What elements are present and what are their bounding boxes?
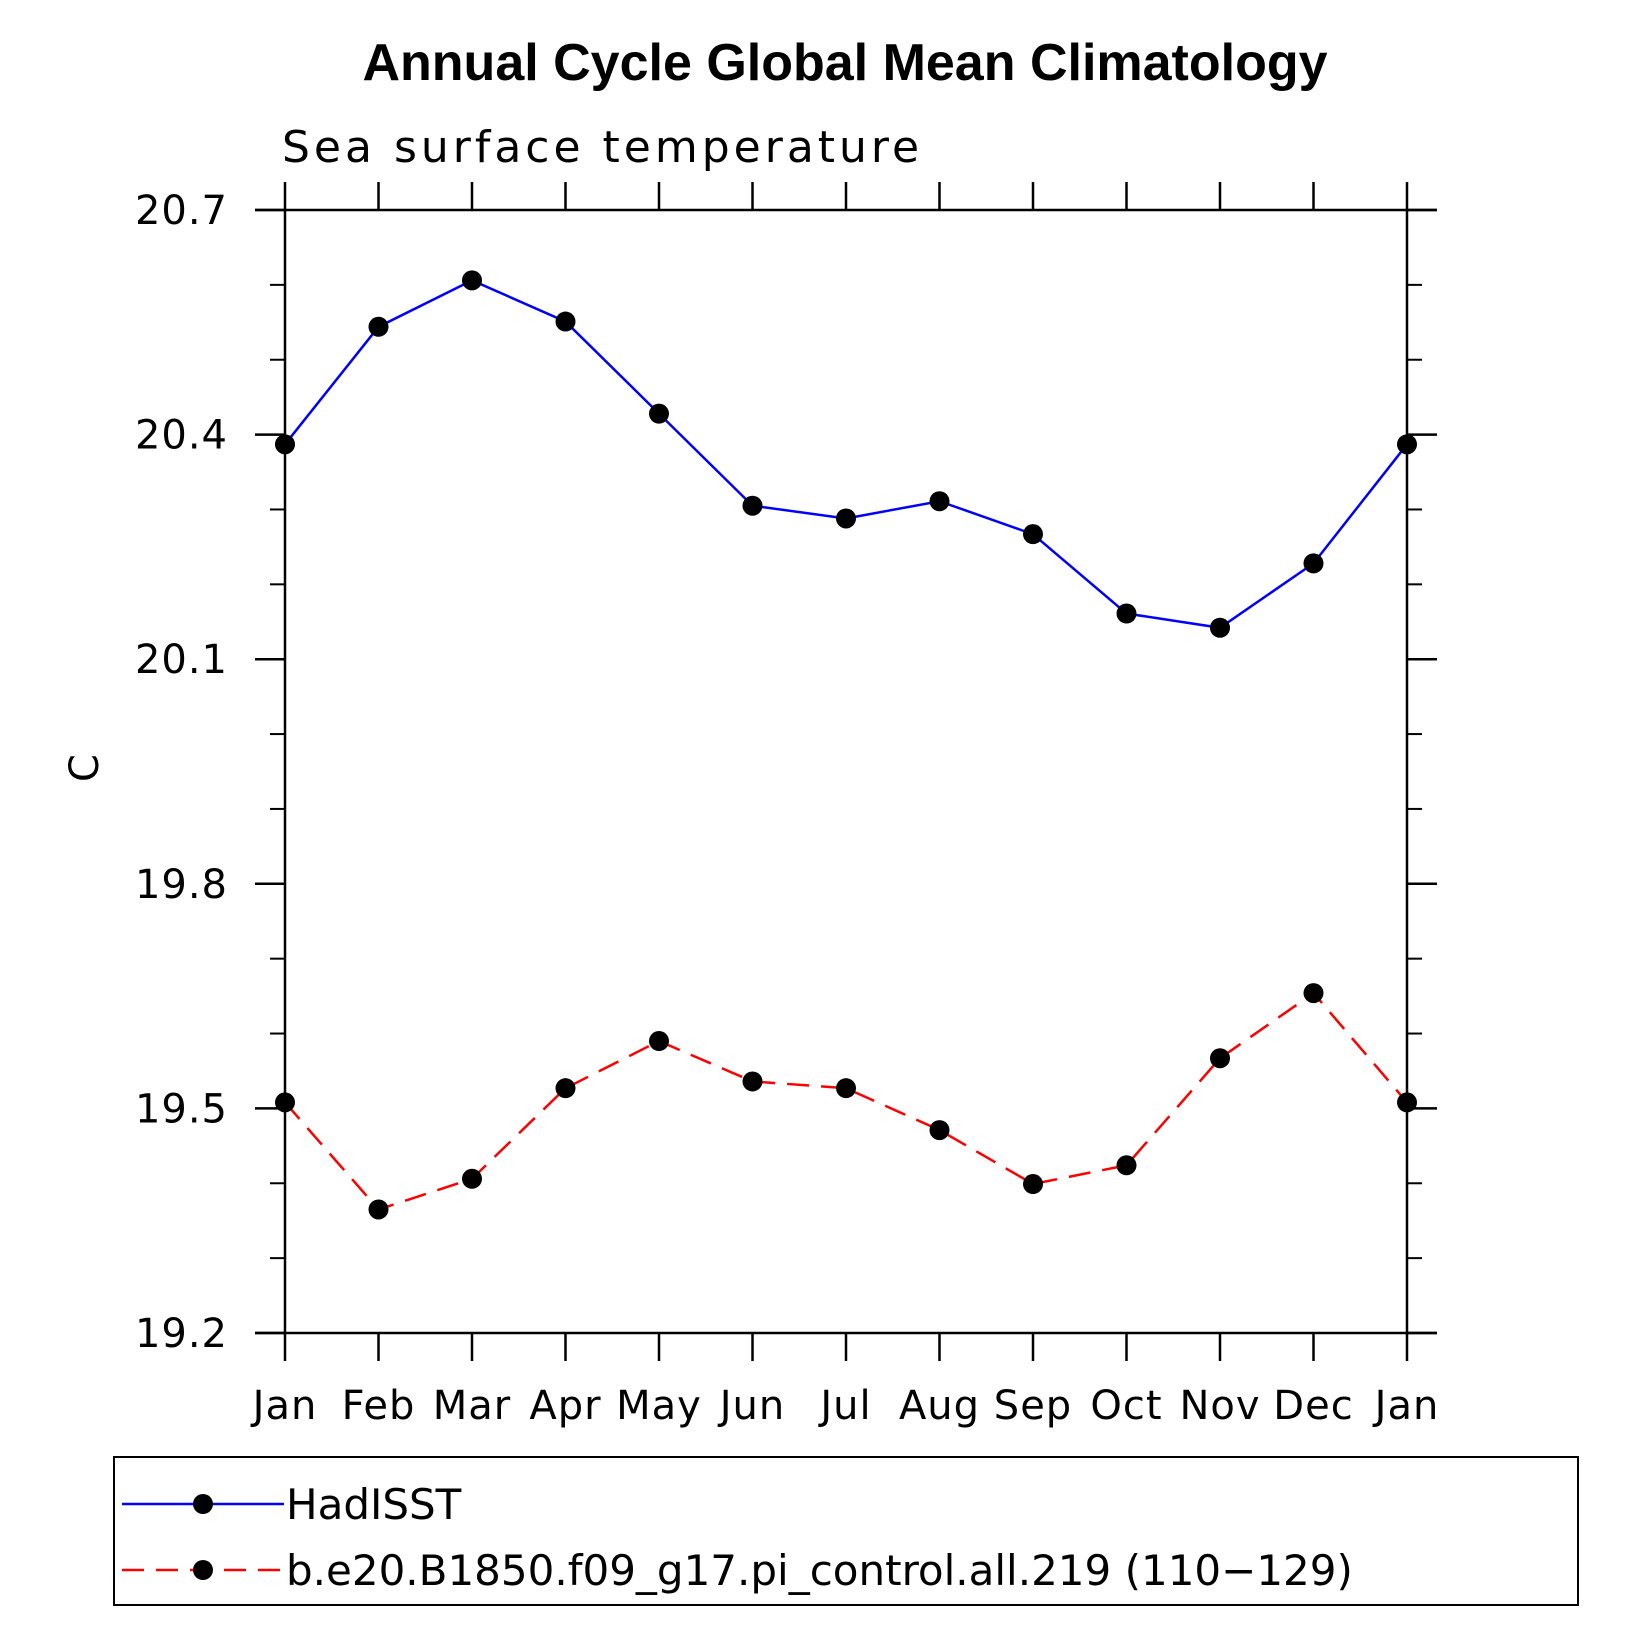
series-2-point: [275, 1092, 295, 1113]
series-1-point: [1397, 434, 1417, 455]
y-tick-label: 19.8: [135, 862, 228, 908]
x-tick-label: Jan: [250, 1383, 318, 1429]
series-2-point: [1303, 983, 1324, 1004]
x-tick-label: Jan: [1372, 1383, 1440, 1429]
x-tick-label: Nov: [1179, 1383, 1260, 1429]
x-tick-label: Jun: [717, 1383, 786, 1429]
x-tick-label: Feb: [342, 1383, 416, 1429]
series-1-point: [1303, 553, 1324, 574]
series-2-point: [1116, 1155, 1137, 1176]
series-1-point: [368, 316, 389, 337]
series-2-point: [836, 1078, 856, 1099]
y-tick-label: 19.2: [135, 1311, 228, 1357]
series-2-point: [555, 1078, 576, 1099]
legend-marker-2: [193, 1560, 213, 1580]
series-1-point: [649, 403, 669, 424]
series-2-point: [742, 1071, 763, 1092]
legend: HadISST b.e20.B1850.f09_g17.pi_control.al…: [113, 1456, 1579, 1606]
series-layer: [275, 270, 1417, 1220]
series-1-point: [1023, 524, 1043, 545]
x-tick-label: May: [616, 1383, 702, 1429]
series-2-point: [649, 1031, 669, 1052]
axes: 19.2 19.5 19.8 20.1 20.4 20.7 Jan Feb Mar Apr May J…: [135, 182, 1440, 1429]
x-tick-label: Jul: [817, 1383, 871, 1429]
series-1-point: [1210, 617, 1230, 638]
legend-marker-1: [193, 1494, 213, 1514]
x-tick-label: Aug: [899, 1383, 980, 1429]
series-2-point: [1023, 1174, 1043, 1195]
x-tick-label: Sep: [994, 1383, 1072, 1429]
series-2-point: [1397, 1092, 1417, 1113]
legend-label-1: HadISST: [286, 1480, 462, 1529]
legend-label-2: b.e20.B1850.f09_g17.pi_control.all.219 (…: [286, 1546, 1353, 1595]
series-1-point: [1116, 603, 1137, 624]
series-1-point: [742, 495, 763, 516]
series-1-point: [275, 434, 295, 455]
series-2-point: [462, 1168, 482, 1189]
y-tick-label: 20.1: [135, 637, 228, 683]
y-tick-label: 20.7: [135, 188, 228, 234]
x-tick-label: Dec: [1273, 1383, 1353, 1429]
series-1-point: [929, 491, 950, 512]
chart-subtitle: Sea surface temperature: [282, 122, 923, 173]
series-1-point: [462, 270, 482, 291]
x-tick-label: Mar: [433, 1383, 511, 1429]
chart-title: Annual Cycle Global Mean Climatology: [362, 34, 1327, 92]
y-axis-label: C: [62, 754, 108, 782]
series-1-point: [555, 311, 576, 332]
legend-box: [113, 1456, 1579, 1606]
y-tick-label: 20.4: [135, 413, 228, 459]
x-tick-label: Apr: [529, 1383, 601, 1429]
series-2-point: [368, 1199, 389, 1220]
series-2-point: [929, 1120, 950, 1141]
series-2-point: [1210, 1048, 1230, 1069]
y-tick-label: 19.5: [135, 1086, 228, 1132]
series-1-point: [836, 508, 856, 529]
x-tick-label: Oct: [1090, 1383, 1162, 1429]
